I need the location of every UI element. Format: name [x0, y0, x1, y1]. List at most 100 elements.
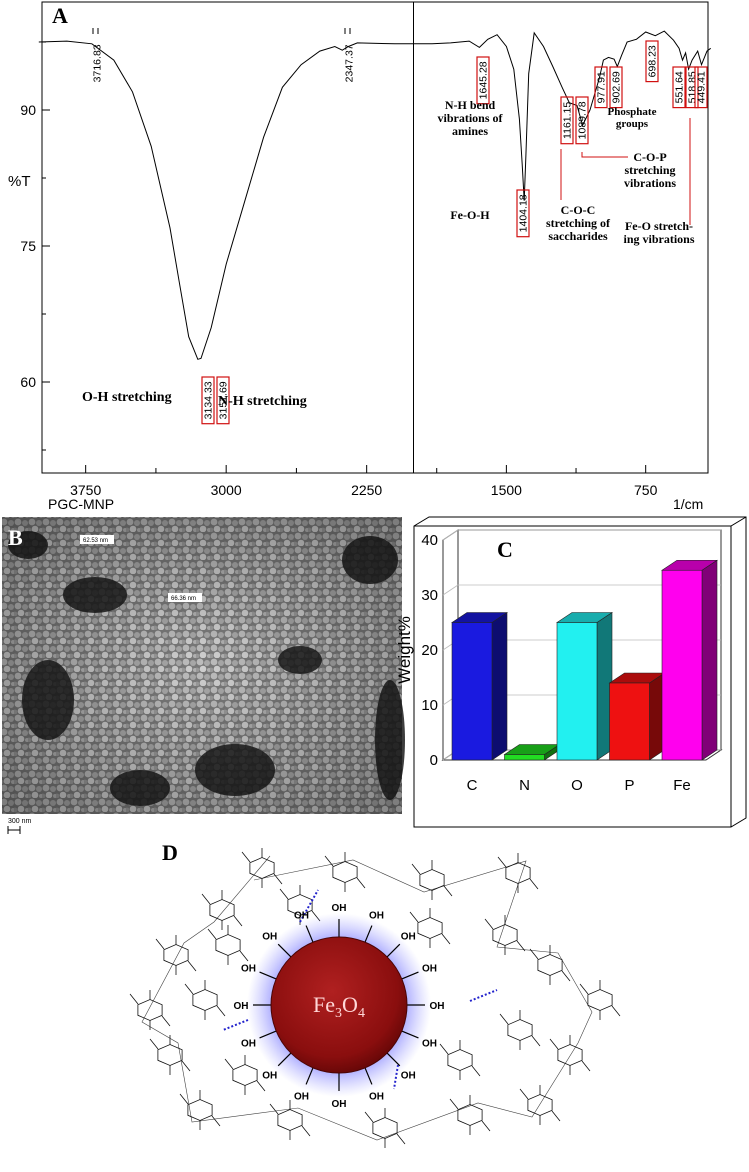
- c-x-axis-ticks: C N O P Fe: [467, 777, 691, 794]
- hydroxyl-bond-5: [401, 1030, 419, 1039]
- annotation-cop-line3: vibrations: [624, 176, 676, 190]
- annotation-phosphate-line1: Phosphate: [608, 106, 657, 118]
- peak-marker-1: [344, 28, 351, 34]
- saccharide-ring-18: [457, 1104, 483, 1126]
- measure-label-2: 66.36 nm: [171, 596, 196, 602]
- peak-label-9: 902.69: [611, 71, 623, 103]
- peak-box-2: [216, 376, 230, 425]
- peak-label-6: 1161.15: [562, 102, 574, 139]
- peak-label-8: 977.91: [596, 71, 608, 103]
- ftir-plot-frame: [41, 1, 709, 474]
- saccharide-ring-12: [507, 1019, 533, 1041]
- annotation-cop-line1: C-O-P: [633, 150, 666, 164]
- peak-box-11: [672, 66, 686, 109]
- x-tick-label-2: 2250: [351, 482, 382, 498]
- c-y-tick-label-4: 40: [421, 532, 438, 549]
- panel-d-schematic: D OH OH OH OH OH OH OH OH OH OH OH OH OH OH OH OH Fe3O4: [129, 840, 621, 1148]
- hydroxyl-label-3: OH: [422, 963, 437, 974]
- peak-label-5: 1404.18: [518, 194, 530, 232]
- saccharide-substituents-5: [155, 935, 197, 975]
- annotation-cop-line2: stretching: [624, 163, 675, 177]
- cop-leader-line: [581, 152, 628, 158]
- h-bond-2: [469, 989, 498, 1002]
- saccharide-substituents-18: [449, 1095, 491, 1135]
- hydroxyl-bond-9: [305, 1067, 314, 1085]
- saccharide-substituents-19: [519, 1085, 561, 1125]
- peak-box-3: [201, 376, 215, 425]
- saccharide-ring-16: [277, 1109, 303, 1131]
- hydroxyl-label-10: OH: [262, 1070, 277, 1081]
- saccharide-ring-14: [447, 1049, 473, 1071]
- peak-label-11: 551.64: [674, 71, 686, 103]
- saccharide-ring-17: [372, 1117, 398, 1139]
- c-y-tick-label-3: 30: [421, 587, 438, 604]
- saccharide-substituents-21: [409, 908, 451, 948]
- peak-label-2: 3151.69: [218, 381, 230, 419]
- h-bond-3: [222, 1019, 249, 1031]
- x-axis-unit-label: 1/cm: [673, 496, 703, 512]
- saccharide-ring-20: [137, 999, 163, 1021]
- saccharide-substituents-9: [184, 980, 226, 1020]
- annotation-coc-line1: C-O-C: [561, 203, 596, 217]
- saccharide-substituents-17: [364, 1108, 406, 1148]
- saccharide-substituents-12: [499, 1010, 541, 1050]
- peak-label-1: 2347.37: [344, 44, 356, 82]
- hydroxyl-label-13: OH: [241, 963, 256, 974]
- hydroxyl-label-2: OH: [401, 932, 416, 943]
- c-x-tick-label-n: N: [519, 777, 530, 794]
- fe3o4-label: Fe3O4: [313, 992, 365, 1021]
- annotation-coc-line2: stretching of: [546, 216, 611, 230]
- peak-box-9: [609, 66, 623, 109]
- measure-box-2: [168, 593, 202, 602]
- hydroxyl-label-11: OH: [241, 1039, 256, 1050]
- peak-label-4: 1645.28: [478, 61, 490, 99]
- y-axis-label: %T: [8, 173, 31, 190]
- annotation-nh-bend-line2: vibrations of: [437, 111, 503, 125]
- peak-label-7: 1089.78: [577, 101, 589, 139]
- bar-front-p: [609, 682, 650, 761]
- c-y-axis-ticks: 0 10 20 30 40: [421, 532, 438, 769]
- bar-side-c: [491, 611, 508, 761]
- y-tick-label-2: 60: [20, 374, 36, 390]
- hydroxyl-label-12: OH: [234, 1001, 249, 1012]
- panel-b-letter: B: [8, 525, 23, 550]
- band-annotations: O-H stretching N-H stretching N-H bend v…: [82, 98, 695, 409]
- saccharide-substituents-20: [129, 990, 171, 1030]
- annotation-phosphate-line2: groups: [616, 118, 649, 130]
- hydroxyl-label-0: OH: [332, 903, 347, 914]
- panel-c-eds-bar-chart: 0 10 20 30 40 Weight% C N O P Fe C: [395, 516, 747, 828]
- saccharide-substituents-15: [179, 1090, 221, 1130]
- sem-vignette: [2, 517, 402, 814]
- hydroxyl-bond-11: [259, 1030, 277, 1039]
- saccharide-substituents-6: [207, 925, 249, 965]
- panel-c-frame-edges: [414, 516, 747, 827]
- peak-marker-0: [92, 28, 99, 34]
- hydroxyl-bond-2: [386, 943, 401, 958]
- sample-label: PGC-MNP: [48, 496, 114, 512]
- peak-box-6: [560, 96, 574, 145]
- annotation-nh-stretching: N-H stretching: [218, 394, 307, 409]
- hydroxyl-label-4: OH: [430, 1001, 445, 1012]
- hydroxyl-label-6: OH: [401, 1070, 416, 1081]
- c-x-tick-label-c: C: [467, 777, 478, 794]
- c-gridline-side-4: [442, 529, 459, 541]
- saccharide-substituents-2: [411, 860, 453, 900]
- saccharide-ring-19: [527, 1094, 553, 1116]
- peak-label-0: 3716.83: [92, 44, 104, 82]
- peak-box-12: [685, 66, 699, 109]
- element-bars: [451, 559, 718, 761]
- peak-box-10: [645, 40, 659, 83]
- y-tick-label-0: 90: [20, 102, 36, 118]
- hydroxyl-bond-14: [277, 943, 292, 958]
- bar-p: [608, 672, 666, 761]
- c-y-tick-label-0: 0: [430, 752, 438, 769]
- saccharide-chains: [129, 848, 621, 1148]
- c-y-tick-label-2: 20: [421, 642, 438, 659]
- hydroxyl-groups: OH OH OH OH OH OH OH OH OH OH OH OH OH OH OH OH: [234, 903, 445, 1110]
- hydroxyl-bond-13: [259, 971, 277, 980]
- scalebar-label: 300 nm: [8, 818, 32, 825]
- c-y-tick-label-1: 10: [421, 697, 438, 714]
- x-tick-label-4: 750: [634, 482, 658, 498]
- x-tick-label-0: 3750: [70, 482, 101, 498]
